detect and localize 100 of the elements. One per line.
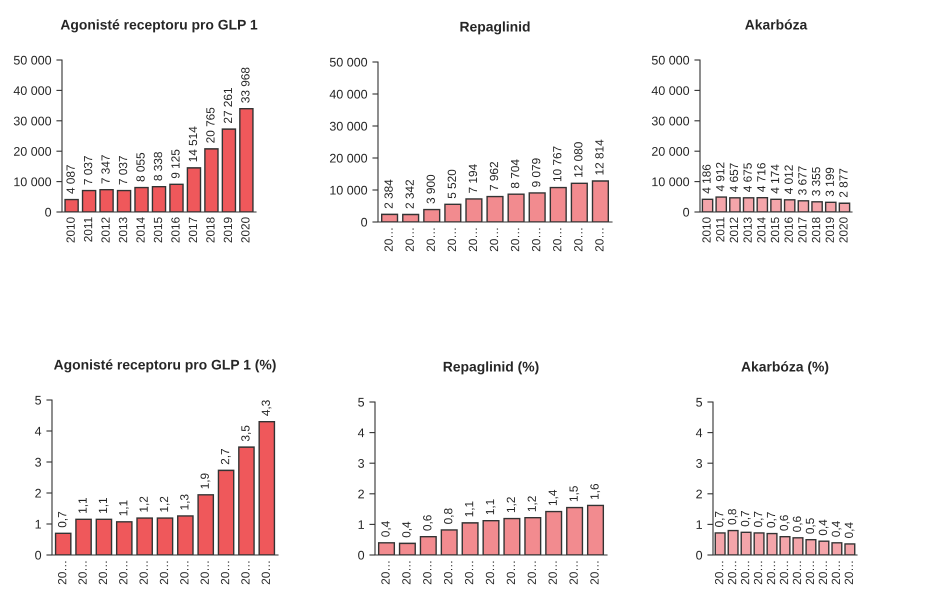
- x-tick-label: 20…: [714, 561, 724, 584]
- data-label: 0,7: [754, 512, 764, 527]
- data-label: 12 080: [574, 142, 582, 177]
- data-label: 4 174: [770, 164, 780, 194]
- x-tick-label: 20…: [180, 561, 189, 584]
- y-tick-label: 0: [45, 208, 52, 217]
- y-tick-label: 0: [361, 218, 368, 227]
- y-tick-label: 50 000: [652, 56, 690, 65]
- data-label: 7 037: [118, 156, 128, 184]
- data-label: 4,3: [262, 400, 272, 416]
- data-label: 0,6: [780, 515, 790, 531]
- x-tick-label: 20…: [160, 561, 168, 584]
- x-tick-label: 2020: [839, 217, 848, 243]
- y-tick-label: 1: [696, 520, 702, 529]
- data-label: 1,1: [465, 501, 475, 516]
- y-tick-label: 50 000: [330, 58, 368, 67]
- y-tick-label: 2: [35, 488, 41, 498]
- x-tick-label: 20…: [78, 561, 87, 584]
- data-label: 1,1: [486, 499, 496, 514]
- x-tick-label: 2016: [784, 217, 793, 243]
- y-tick-label: 1: [358, 520, 364, 529]
- x-tick-label: 20…: [532, 228, 540, 252]
- data-label: 1,9: [200, 473, 210, 488]
- x-tick-label: 20…: [553, 228, 562, 252]
- x-tick-label: 20…: [506, 561, 516, 584]
- data-label: 3 677: [798, 166, 807, 195]
- y-tick-label: 3: [358, 459, 364, 468]
- data-label: 0,8: [728, 509, 738, 525]
- data-label: 4 675: [743, 163, 752, 192]
- data-label: 1,2: [160, 496, 170, 512]
- data-label: 5 520: [448, 170, 456, 198]
- y-tick-label: 2: [696, 490, 702, 498]
- x-tick-label: 2015: [154, 217, 162, 243]
- y-tick-label: 10 000: [14, 177, 52, 186]
- data-label: 4 186: [702, 164, 711, 194]
- data-label: 0,4: [381, 521, 392, 537]
- data-label: 4 087: [66, 165, 75, 194]
- data-label: 7 037: [84, 156, 92, 184]
- x-tick-label: 20…: [548, 561, 557, 584]
- data-label: 4 716: [757, 163, 766, 192]
- data-label: 0,7: [58, 512, 68, 528]
- chart-title: Repaglinid: [460, 21, 530, 34]
- x-tick-label: 20…: [448, 228, 456, 252]
- x-tick-label: 20…: [426, 228, 435, 252]
- data-label: 0,7: [766, 512, 777, 528]
- y-tick-label: 5: [358, 398, 364, 407]
- y-tick-label: 4: [696, 428, 702, 438]
- x-tick-label: 20…: [464, 561, 474, 584]
- x-tick-label: 20…: [423, 561, 432, 584]
- data-label: 2 384: [384, 180, 393, 208]
- data-label: 0,6: [792, 516, 803, 532]
- x-tick-label: 2010: [702, 217, 711, 243]
- x-tick-label: 2013: [118, 217, 128, 243]
- x-tick-label: 20…: [844, 561, 854, 584]
- data-label: 1,6: [590, 484, 600, 499]
- y-tick-label: 30 000: [652, 116, 690, 126]
- data-label: 0,4: [844, 522, 854, 538]
- x-tick-label: 20…: [468, 228, 478, 252]
- chart-title: Agonisté receptoru pro GLP 1 (%): [54, 359, 276, 372]
- y-tick-label: 3: [35, 458, 42, 467]
- data-label: 0,4: [818, 520, 828, 536]
- data-label: 1,1: [98, 498, 108, 513]
- x-tick-label: 20…: [58, 561, 66, 584]
- x-tick-label: 2010: [66, 217, 75, 243]
- x-tick-label: 20…: [806, 561, 814, 584]
- y-tick-label: 5: [696, 398, 702, 407]
- data-label: 0,7: [714, 512, 725, 527]
- x-tick-label: 20…: [740, 561, 750, 584]
- y-tick-label: 0: [696, 550, 702, 560]
- data-label: 1,2: [139, 496, 150, 512]
- y-tick-label: 50 000: [14, 56, 52, 65]
- x-tick-label: 2020: [241, 217, 250, 243]
- x-tick-label: 20…: [402, 561, 411, 584]
- x-tick-label: 20…: [574, 228, 582, 252]
- x-tick-label: 20…: [220, 561, 230, 584]
- y-tick-label: 5: [35, 396, 42, 405]
- x-tick-label: 20…: [98, 561, 108, 584]
- x-tick-label: 2017: [188, 217, 198, 243]
- data-label: 12 814: [595, 140, 604, 175]
- data-label: 7 194: [468, 164, 478, 193]
- x-tick-label: 20…: [139, 561, 148, 584]
- data-label: 0,7: [740, 510, 751, 526]
- x-tick-label: 2011: [84, 217, 92, 242]
- data-label: 1,4: [548, 490, 558, 506]
- data-label: 9 079: [532, 158, 540, 187]
- data-label: 4 657: [730, 163, 738, 192]
- x-tick-label: 20…: [119, 561, 128, 584]
- chart-title: Akarbóza: [745, 19, 808, 30]
- x-tick-label: 20…: [241, 561, 250, 584]
- x-tick-label: 2019: [224, 217, 232, 243]
- x-tick-label: 2014: [757, 217, 766, 243]
- data-label: 1,1: [119, 500, 129, 516]
- x-tick-label: 20…: [444, 561, 452, 584]
- y-tick-label: 0: [35, 550, 42, 560]
- data-label: 1,2: [528, 496, 538, 512]
- data-label: 0,4: [832, 521, 842, 537]
- data-label: 3 199: [826, 168, 834, 196]
- y-tick-label: 10 000: [330, 186, 368, 195]
- x-tick-label: 20…: [486, 561, 494, 584]
- data-label: 3 355: [812, 167, 820, 196]
